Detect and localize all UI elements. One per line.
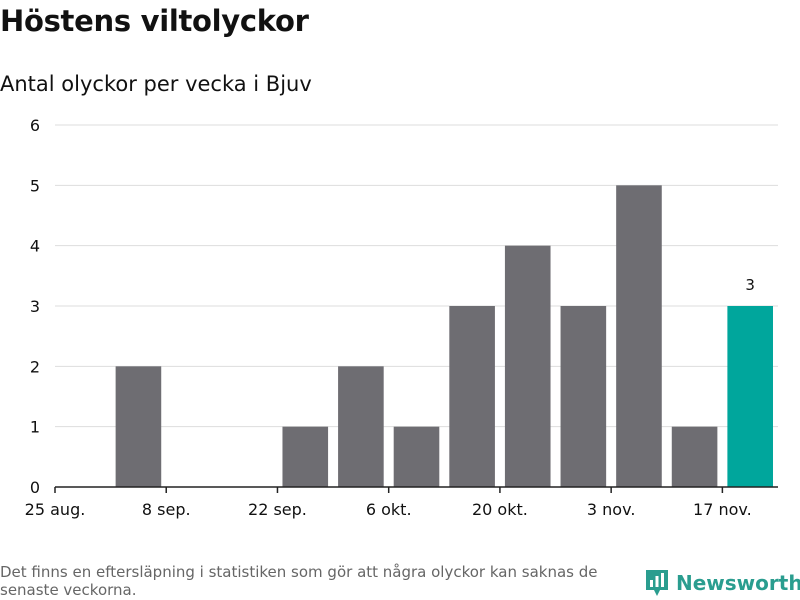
y-tick-label: 1 (30, 418, 40, 437)
x-tick-label: 20 okt. (472, 500, 528, 519)
y-tick-label: 5 (30, 176, 40, 195)
bar (115, 366, 162, 487)
y-tick-label: 6 (30, 116, 40, 135)
bar (449, 306, 495, 487)
y-tick-label: 0 (30, 478, 40, 497)
x-tick-label: 17 nov. (693, 500, 752, 519)
newsworthy-logo-icon (646, 570, 668, 596)
footnote: Det finns en eftersläpning i statistiken… (0, 563, 598, 599)
bar (393, 426, 440, 487)
x-tick-label: 6 okt. (366, 500, 412, 519)
x-tick-label: 3 nov. (587, 500, 636, 519)
data-label: 3 (745, 276, 755, 294)
bar (282, 426, 329, 487)
bar-chart: 0 1 2 3 4 5 6 3 25 aug. 8 sep. 22 sep. 6 okt. 20 okt… (25, 116, 778, 519)
brand: Newsworthy (644, 568, 800, 598)
y-tick-label: 3 (30, 297, 40, 316)
bar (671, 426, 718, 487)
x-tick-label: 22 sep. (248, 500, 307, 519)
y-tick-label: 4 (30, 237, 40, 256)
x-tick-label: 25 aug. (25, 500, 86, 519)
bar (504, 245, 551, 487)
bar (727, 306, 773, 487)
brand-name: Newsworthy (676, 571, 800, 595)
chart-title: Höstens viltolyckor (0, 4, 309, 38)
chart-subtitle: Antal olyckor per vecka i Bjuv (0, 72, 312, 96)
bar (338, 366, 384, 487)
bar (560, 306, 607, 487)
bar (616, 185, 662, 488)
x-tick-label: 8 sep. (142, 500, 191, 519)
y-tick-label: 2 (30, 357, 40, 376)
